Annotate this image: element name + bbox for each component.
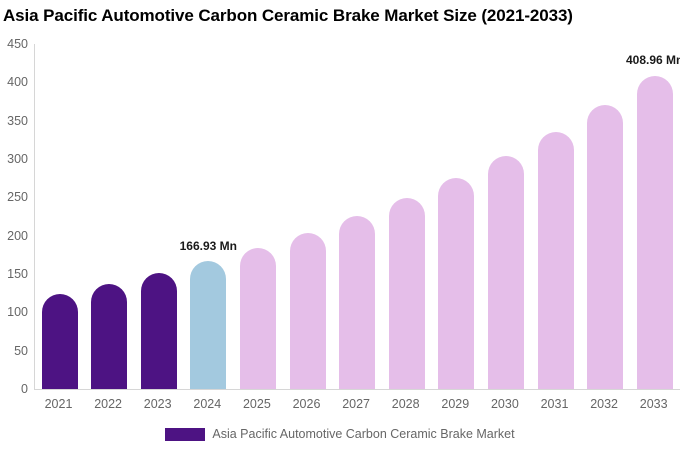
legend-swatch xyxy=(165,427,206,441)
bar-2032[interactable] xyxy=(587,105,624,389)
chart-title: Asia Pacific Automotive Carbon Ceramic B… xyxy=(3,6,573,25)
bar-value-label: 408.96 Mn xyxy=(626,53,680,68)
y-axis-tick-label: 400 xyxy=(7,75,28,90)
bar-2021[interactable] xyxy=(41,294,78,389)
x-axis-tick-label: 2030 xyxy=(490,397,519,411)
x-axis-tick-label: 2032 xyxy=(590,397,618,411)
bar-2025[interactable] xyxy=(239,247,276,389)
bar-2030[interactable] xyxy=(487,156,524,389)
y-axis-tick-label: 100 xyxy=(7,305,28,320)
legend-item[interactable]: Asia Pacific Automotive Carbon Ceramic B… xyxy=(0,427,680,441)
bar-2023[interactable] xyxy=(140,273,177,389)
x-axis-tick-label: 2023 xyxy=(143,397,172,411)
x-axis-tick-label: 2025 xyxy=(242,397,271,411)
plot-area: 166.93 Mn 408.96 Mn xyxy=(34,44,680,390)
bar-2027[interactable] xyxy=(339,216,376,389)
x-axis-tick-label: 2022 xyxy=(94,397,122,411)
y-axis-tick-label: 300 xyxy=(7,152,28,166)
y-axis-tick-label: 450 xyxy=(7,37,28,51)
x-axis-tick-label: 2021 xyxy=(44,397,73,411)
y-axis-tick-label: 200 xyxy=(7,228,28,243)
bar-2024[interactable] xyxy=(190,261,227,389)
bar-2022[interactable] xyxy=(91,284,128,389)
legend-label: Asia Pacific Automotive Carbon Ceramic B… xyxy=(212,427,515,441)
bar-2028[interactable] xyxy=(388,198,425,389)
bar-2033[interactable] xyxy=(636,75,673,389)
x-axis-tick-label: 2027 xyxy=(342,397,370,411)
x-axis-tick-label: 2029 xyxy=(441,397,470,411)
y-axis-tick-label: 50 xyxy=(14,343,28,358)
y-axis-tick-label: 350 xyxy=(7,113,28,128)
bar-2026[interactable] xyxy=(289,232,326,389)
x-axis-tick-label: 2026 xyxy=(292,397,321,411)
x-axis-tick-label: 2033 xyxy=(639,397,668,411)
bar-2029[interactable] xyxy=(438,178,475,389)
x-axis-tick-label: 2031 xyxy=(540,397,569,411)
x-axis-tick-label: 2028 xyxy=(391,397,420,411)
y-axis-tick-label: 150 xyxy=(7,267,28,281)
bar-value-label: 166.93 Mn xyxy=(179,239,237,254)
y-axis-tick-label: 0 xyxy=(21,382,28,396)
x-axis-tick-label: 2024 xyxy=(193,397,222,411)
bar-2031[interactable] xyxy=(537,132,574,389)
y-axis-tick-label: 250 xyxy=(7,190,28,205)
